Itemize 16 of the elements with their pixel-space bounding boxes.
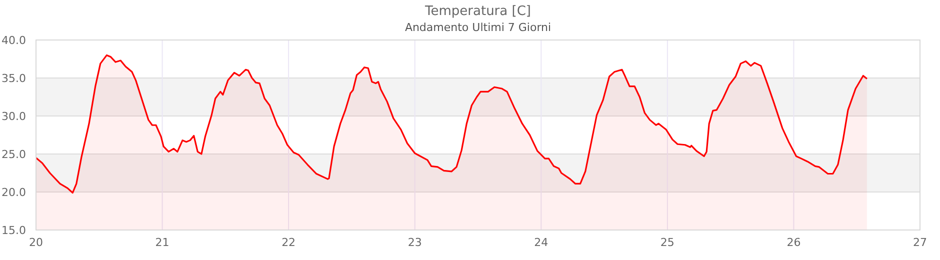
y-tick-label: 15.0 <box>2 224 26 237</box>
y-tick-label: 40.0 <box>2 34 26 47</box>
x-tick-label: 25 <box>660 236 674 249</box>
x-tick-label: 26 <box>786 236 801 249</box>
x-tick-label: 21 <box>155 236 170 249</box>
chart-title: Temperatura [C] <box>424 4 531 19</box>
x-tick-label: 22 <box>282 236 296 249</box>
x-tick-label: 20 <box>29 236 43 249</box>
y-tick-label: 30.0 <box>2 110 26 123</box>
x-tick-label: 23 <box>408 236 422 249</box>
y-tick-label: 35.0 <box>2 72 26 85</box>
chart-subtitle: Andamento Ultimi 7 Giorni <box>404 21 552 34</box>
y-tick-label: 25.0 <box>2 148 26 161</box>
x-tick-label: 27 <box>913 236 927 249</box>
x-tick-label: 24 <box>534 236 548 249</box>
y-tick-label: 20.0 <box>2 186 26 199</box>
